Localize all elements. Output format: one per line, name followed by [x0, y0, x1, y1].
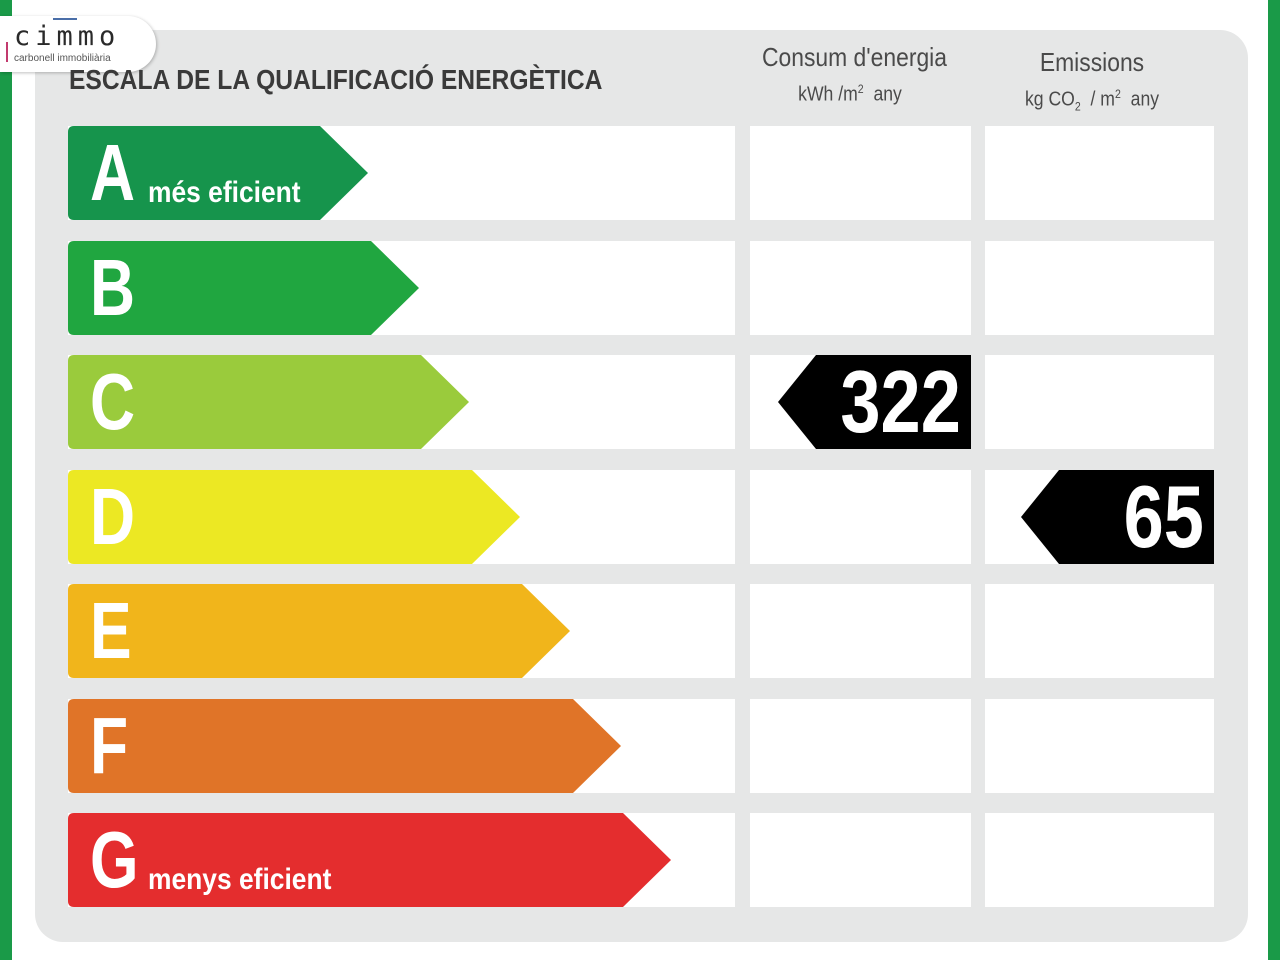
rating-sublabel-a: més eficient	[148, 176, 301, 209]
rating-arrow-b: B	[68, 241, 419, 335]
consumption-cell-a	[750, 126, 971, 220]
rating-letter-a: A	[90, 128, 136, 217]
emissions-header: Emissions kg CO2 / m2 any	[992, 47, 1192, 120]
rating-arrow-shape-c	[68, 355, 469, 449]
consumption-badge: 322	[778, 355, 971, 449]
emissions-badge-value: 65	[1123, 467, 1204, 566]
rating-arrow-f: F	[68, 699, 621, 793]
emissions-unit: kg CO2 / m2 any	[1024, 87, 1160, 114]
emissions-cell-c	[985, 355, 1214, 449]
left-green-edge	[0, 0, 12, 960]
logo-tagline: carbonell immobiliària	[14, 53, 111, 64]
consumption-cell-f	[750, 699, 971, 793]
logo-accent-line	[53, 18, 77, 20]
rating-arrow-shape-f	[68, 699, 621, 793]
rating-arrow-shape-b	[68, 241, 419, 335]
rating-sublabel-g: menys eficient	[148, 863, 332, 896]
emissions-cell-a	[985, 126, 1214, 220]
emissions-title: Emissions	[1039, 47, 1145, 77]
rating-arrow-shape-d	[68, 470, 520, 564]
logo-accent-bar	[6, 42, 8, 62]
emissions-badge: 65	[1021, 470, 1214, 564]
consumption-unit: kWh /m2 any	[798, 82, 902, 106]
consumption-title: Consum d'energia	[762, 42, 947, 72]
rating-arrow-shape-e	[68, 584, 570, 678]
rating-arrow-e: E	[68, 584, 570, 678]
emissions-cell-f	[985, 699, 1214, 793]
rating-arrow-shape-a	[68, 126, 368, 220]
emissions-cell-b	[985, 241, 1214, 335]
consumption-cell-g	[750, 813, 971, 907]
right-green-edge	[1268, 0, 1280, 960]
rating-letter-f: F	[90, 701, 129, 790]
emissions-badge-shape	[1021, 470, 1214, 564]
rating-arrow-c: C	[68, 355, 469, 449]
rating-letter-b: B	[90, 243, 136, 332]
rating-letter-g: G	[90, 815, 139, 904]
scale-title: ESCALA DE LA QUALIFICACIÓ ENERGÈTICA	[69, 64, 603, 95]
emissions-cell-e	[985, 584, 1214, 678]
consumption-cell-b	[750, 241, 971, 335]
rating-arrow-d: D	[68, 470, 520, 564]
rating-letter-e: E	[90, 586, 132, 675]
consumption-badge-shape	[778, 355, 971, 449]
rating-letter-c: C	[90, 357, 136, 446]
consumption-cell-e	[750, 584, 971, 678]
consumption-header: Consum d'energia kWh /m2 any	[750, 42, 950, 108]
emissions-cell-g	[985, 813, 1214, 907]
brand-logo: cimmo carbonell immobiliària	[0, 16, 156, 72]
rating-arrow-shape-g	[68, 813, 671, 907]
logo-wordmark: cimmo	[14, 21, 121, 52]
consumption-cell-d	[750, 470, 971, 564]
rating-letter-d: D	[90, 472, 136, 561]
consumption-badge-value: 322	[840, 352, 961, 451]
